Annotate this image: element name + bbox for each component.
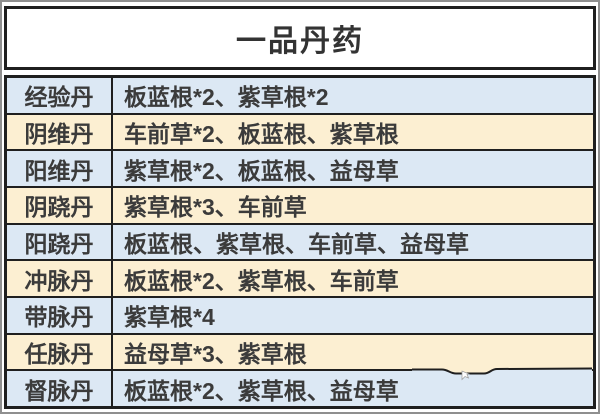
table-row: 阳维丹 紫草根*2、板蓝根、益母草	[7, 149, 593, 187]
pill-recipe: 板蓝根、紫草根、车前草、益母草	[124, 231, 469, 258]
pill-recipe: 板蓝根*2、紫草根、益母草	[124, 377, 399, 404]
table-row: 经验丹 板蓝根*2、紫草根*2	[7, 78, 593, 113]
table-row: 带脉丹 紫草根*4	[7, 296, 593, 333]
pill-name: 阳跷丹	[7, 224, 113, 260]
table-row: 冲脉丹 板蓝根*2、紫草根、车前草	[7, 259, 593, 297]
pill-recipe: 紫草根*4	[124, 304, 215, 331]
pill-recipe: 板蓝根*2、紫草根*2	[124, 84, 329, 111]
table-row: 阴跷丹 紫草根*3、车前草	[7, 186, 593, 223]
pill-recipe: 紫草根*2、板蓝根、益母草	[124, 157, 399, 184]
pill-name: 带脉丹	[7, 298, 113, 333]
table-row: 阳跷丹 板蓝根、紫草根、车前草、益母草	[7, 222, 593, 260]
pill-name: 阴跷丹	[7, 188, 113, 223]
pill-recipe: 益母草*3、紫草根	[124, 341, 307, 368]
pill-name: 阳维丹	[7, 151, 113, 187]
pill-recipe: 板蓝根*2、紫草根、车前草	[124, 267, 399, 294]
table-row: 任脉丹 益母草*3、紫草根	[7, 332, 593, 370]
pill-recipe: 紫草根*3、车前草	[124, 194, 307, 221]
pill-recipe: 车前草*2、板蓝根、紫草根	[124, 121, 399, 147]
pill-name: 经验丹	[7, 78, 113, 113]
pill-name: 阴维丹	[7, 114, 113, 150]
recipe-table: 经验丹 板蓝根*2、紫草根*2 阴维丹 车前草*2、板蓝根、紫草根 阳维丹 紫草…	[4, 75, 596, 409]
page-title: 一品丹药	[236, 25, 364, 58]
pill-name: 任脉丹	[7, 334, 113, 370]
pill-name: 督脉丹	[7, 371, 113, 407]
table-row: 督脉丹 板蓝根*2、紫草根、益母草	[7, 369, 593, 407]
pill-name: 冲脉丹	[7, 261, 113, 297]
table-title-box: 一品丹药	[4, 6, 596, 70]
table-row: 阴维丹 车前草*2、板蓝根、紫草根	[7, 112, 593, 150]
